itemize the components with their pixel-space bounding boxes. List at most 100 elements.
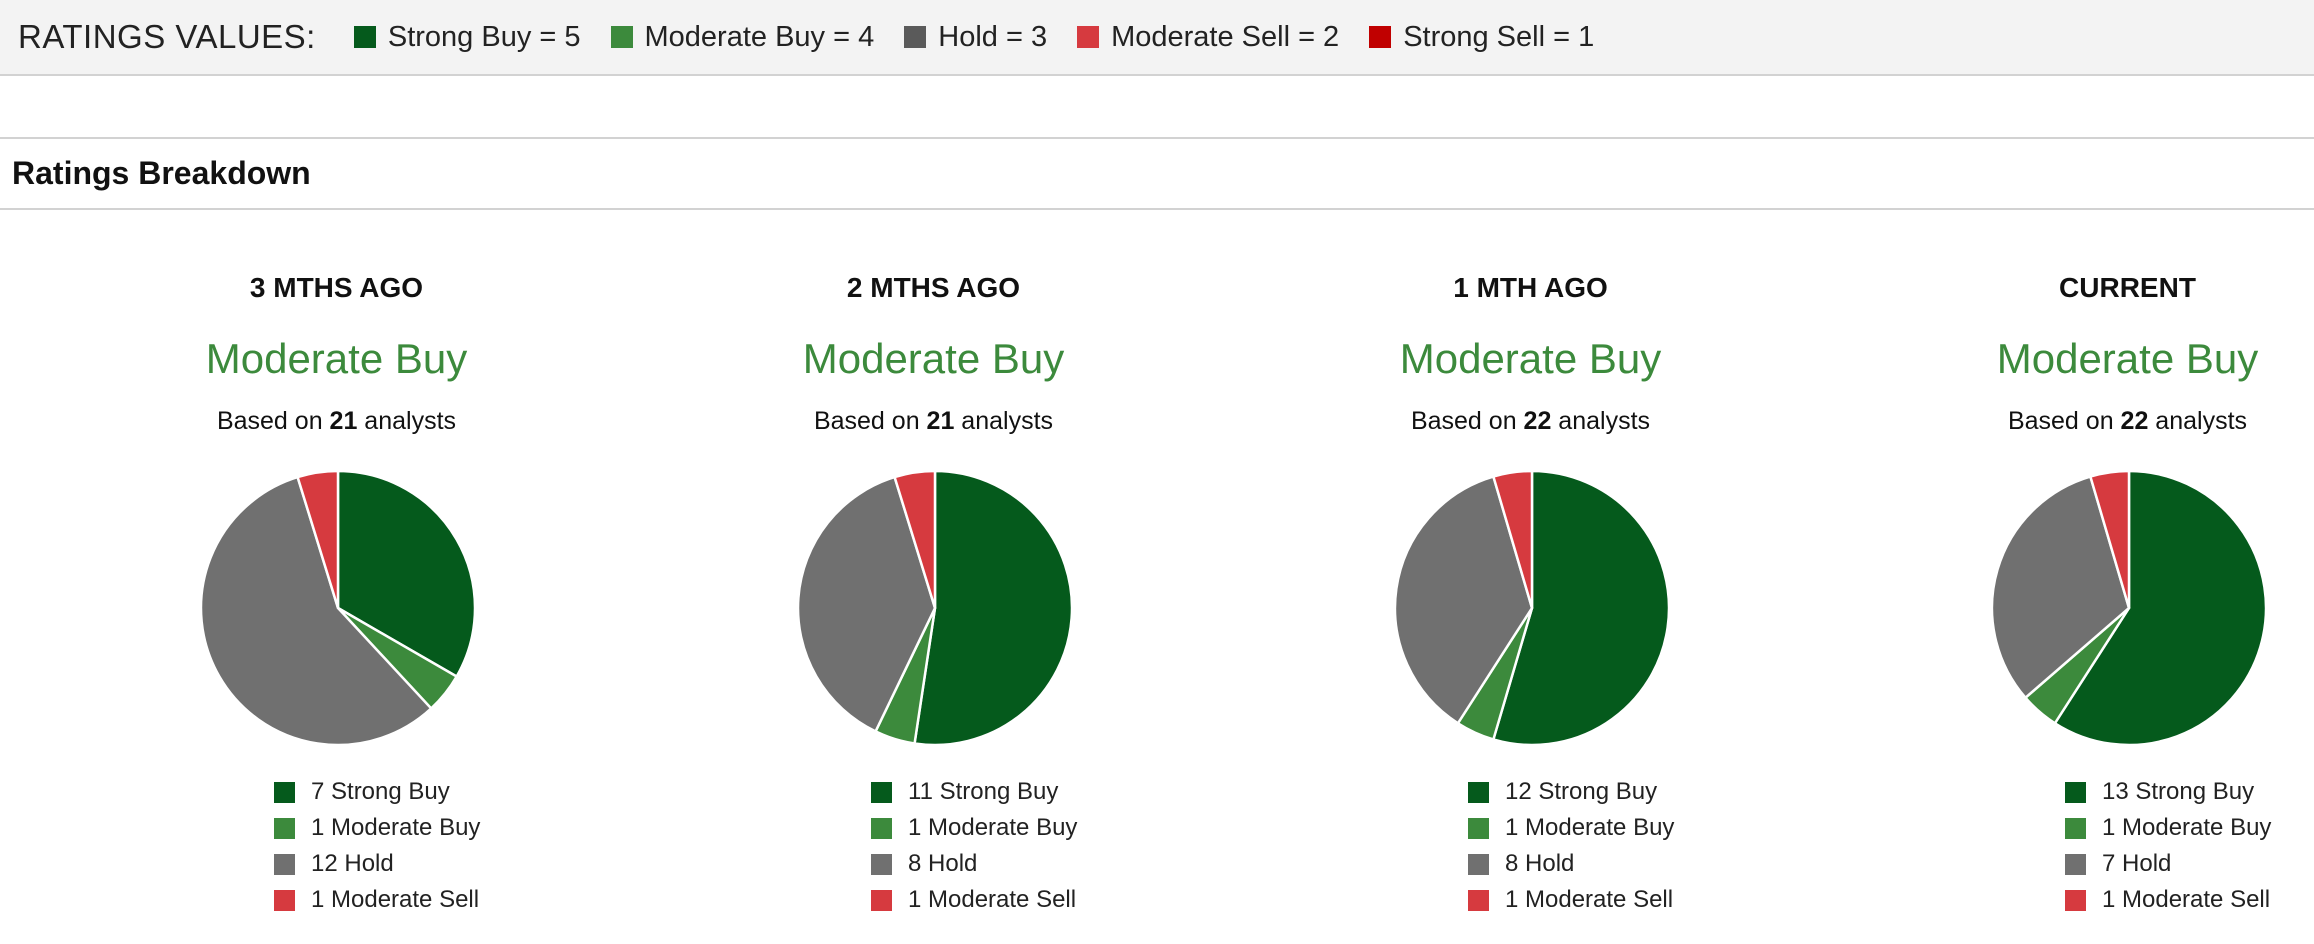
based-prefix: Based on	[216, 407, 330, 435]
breakdown-item-moderate-buy: 1 Moderate Buy	[274, 810, 480, 846]
analyst-count: 21	[926, 407, 955, 435]
based-suffix: analysts	[357, 407, 457, 435]
hold-swatch	[904, 26, 927, 48]
panel-1-mth-ago: 1 MTH AGO Moderate Buy Based on 22 analy…	[1232, 210, 1829, 944]
pie-slice-strong-buy	[913, 469, 1074, 747]
period-title: 2 MTHS AGO	[846, 272, 1021, 303]
analyst-count-text: Based on 21 analysts	[38, 407, 635, 436]
based-prefix: Based on	[1410, 407, 1524, 435]
panel-2-mths-ago: 2 MTHS AGO Moderate Buy Based on 21 anal…	[635, 210, 1232, 944]
pie-slice-moderate-sell	[1492, 469, 1534, 610]
moderate-buy-swatch	[2065, 817, 2086, 839]
period-title: 1 MTH AGO	[1453, 272, 1608, 303]
strong-buy-swatch	[871, 781, 892, 803]
breakdown-item-moderate-buy: 1 Moderate Buy	[1468, 810, 1674, 846]
based-suffix: analysts	[2148, 407, 2248, 435]
ratings-values-legend: RATINGS VALUES: Strong Buy = 5 Moderate …	[0, 0, 2314, 76]
moderate-buy-swatch	[274, 817, 295, 839]
breakdown-label: 1 Moderate Sell	[908, 886, 1077, 913]
analyst-count: 21	[329, 407, 358, 435]
period-title: CURRENT	[2059, 272, 2196, 303]
breakdown-label: 1 Moderate Buy	[1505, 814, 1675, 841]
strong-buy-swatch	[274, 781, 295, 803]
breakdown-label: 7 Strong Buy	[311, 778, 450, 805]
breakdown-item-moderate-sell: 1 Moderate Sell	[274, 882, 480, 918]
breakdown-item-hold: 8 Hold	[1468, 846, 1674, 882]
moderate-sell-swatch	[1468, 889, 1489, 911]
moderate-buy-swatch	[1468, 817, 1489, 839]
hold-swatch	[2065, 853, 2086, 875]
spacer-band	[0, 76, 2314, 139]
period-title: 3 MTHS AGO	[249, 272, 424, 303]
based-prefix: Based on	[2007, 407, 2121, 435]
breakdown-item-moderate-sell: 1 Moderate Sell	[871, 882, 1077, 918]
breakdown-label: 8 Hold	[1505, 850, 1575, 877]
moderate-sell-swatch	[871, 889, 892, 911]
breakdown-list: 13 Strong Buy 1 Moderate Buy 7 Hold 1 Moder…	[2065, 774, 2271, 918]
consensus-rating: Moderate Buy	[1996, 335, 2259, 382]
hold-swatch	[871, 853, 892, 875]
breakdown-item-hold: 7 Hold	[2065, 846, 2271, 882]
pie-slice-hold	[1393, 475, 1534, 725]
panel-current: CURRENT Moderate Buy Based on 22 analyst…	[1829, 210, 2314, 944]
moderate-sell-swatch	[1077, 26, 1100, 48]
moderate-sell-swatch	[274, 889, 295, 911]
legend-item-moderate-buy: Moderate Buy = 4	[610, 21, 874, 54]
legend-item-strong-buy: Strong Buy = 5	[353, 20, 581, 54]
breakdown-item-strong-buy: 12 Strong Buy	[1468, 774, 1674, 810]
breakdown-item-hold: 8 Hold	[871, 846, 1077, 882]
breakdown-label: 11 Strong Buy	[908, 778, 1059, 805]
legend-label: Hold = 3	[938, 20, 1048, 53]
hold-swatch	[1468, 853, 1489, 875]
breakdown-label: 1 Moderate Buy	[908, 814, 1078, 841]
pie-slice-strong-buy	[336, 469, 477, 678]
section-title: Ratings Breakdown	[0, 139, 2314, 210]
pie-slice-hold	[1990, 475, 2131, 699]
breakdown-label: 1 Moderate Sell	[1505, 886, 1674, 913]
pie-slice-moderate-sell	[296, 469, 340, 610]
breakdown-item-moderate-sell: 1 Moderate Sell	[1468, 882, 1674, 918]
legend-item-strong-sell: Strong Sell = 1	[1369, 21, 1594, 54]
moderate-buy-swatch	[610, 26, 633, 48]
strong-sell-swatch	[1369, 26, 1392, 48]
legend-item-moderate-sell: Moderate Sell = 2	[1077, 21, 1339, 54]
based-prefix: Based on	[813, 407, 927, 435]
breakdown-item-strong-buy: 11 Strong Buy	[871, 774, 1077, 810]
pie-slice-moderate-sell	[893, 469, 937, 610]
ratings-pie-chart	[1393, 469, 1671, 747]
analyst-count-text: Based on 21 analysts	[635, 407, 1232, 436]
consensus-rating: Moderate Buy	[205, 335, 468, 382]
legend-label: Moderate Sell = 2	[1111, 20, 1340, 53]
analyst-count: 22	[2120, 407, 2149, 435]
ratings-pie-chart	[796, 469, 1074, 747]
breakdown-list: 7 Strong Buy 1 Moderate Buy 12 Hold 1 Moder…	[274, 774, 480, 918]
legend-label: Strong Sell = 1	[1403, 20, 1595, 53]
breakdown-item-moderate-buy: 1 Moderate Buy	[871, 810, 1077, 846]
ratings-pie-chart	[199, 469, 477, 747]
ratings-pie-chart	[1990, 469, 2268, 747]
based-suffix: analysts	[1551, 407, 1651, 435]
legend-item-hold: Hold = 3	[904, 21, 1047, 54]
analyst-count-text: Based on 22 analysts	[1232, 407, 1829, 436]
pie-slice-strong-buy	[2053, 469, 2268, 747]
strong-buy-swatch	[2065, 781, 2086, 803]
consensus-rating: Moderate Buy	[802, 335, 1065, 382]
panel-3-mths-ago: 3 MTHS AGO Moderate Buy Based on 21 anal…	[38, 210, 635, 944]
ratings-values-title: RATINGS VALUES:	[18, 18, 316, 55]
breakdown-item-moderate-buy: 1 Moderate Buy	[2065, 810, 2271, 846]
breakdown-label: 13 Strong Buy	[2102, 778, 2255, 805]
analyst-count: 22	[1523, 407, 1552, 435]
strong-buy-swatch	[1468, 781, 1489, 803]
breakdown-label: 12 Hold	[311, 850, 394, 877]
based-suffix: analysts	[954, 407, 1054, 435]
breakdown-label: 1 Moderate Sell	[311, 886, 480, 913]
breakdown-label: 8 Hold	[908, 850, 978, 877]
legend-label: Strong Buy = 5	[387, 20, 581, 53]
breakdown-item-strong-buy: 13 Strong Buy	[2065, 774, 2271, 810]
breakdown-label: 1 Moderate Buy	[2102, 814, 2272, 841]
breakdown-item-hold: 12 Hold	[274, 846, 480, 882]
breakdown-label: 7 Hold	[2102, 850, 2172, 877]
breakdown-item-strong-buy: 7 Strong Buy	[274, 774, 480, 810]
pie-slice-moderate-sell	[2089, 469, 2131, 610]
breakdown-label: 1 Moderate Sell	[2102, 886, 2271, 913]
